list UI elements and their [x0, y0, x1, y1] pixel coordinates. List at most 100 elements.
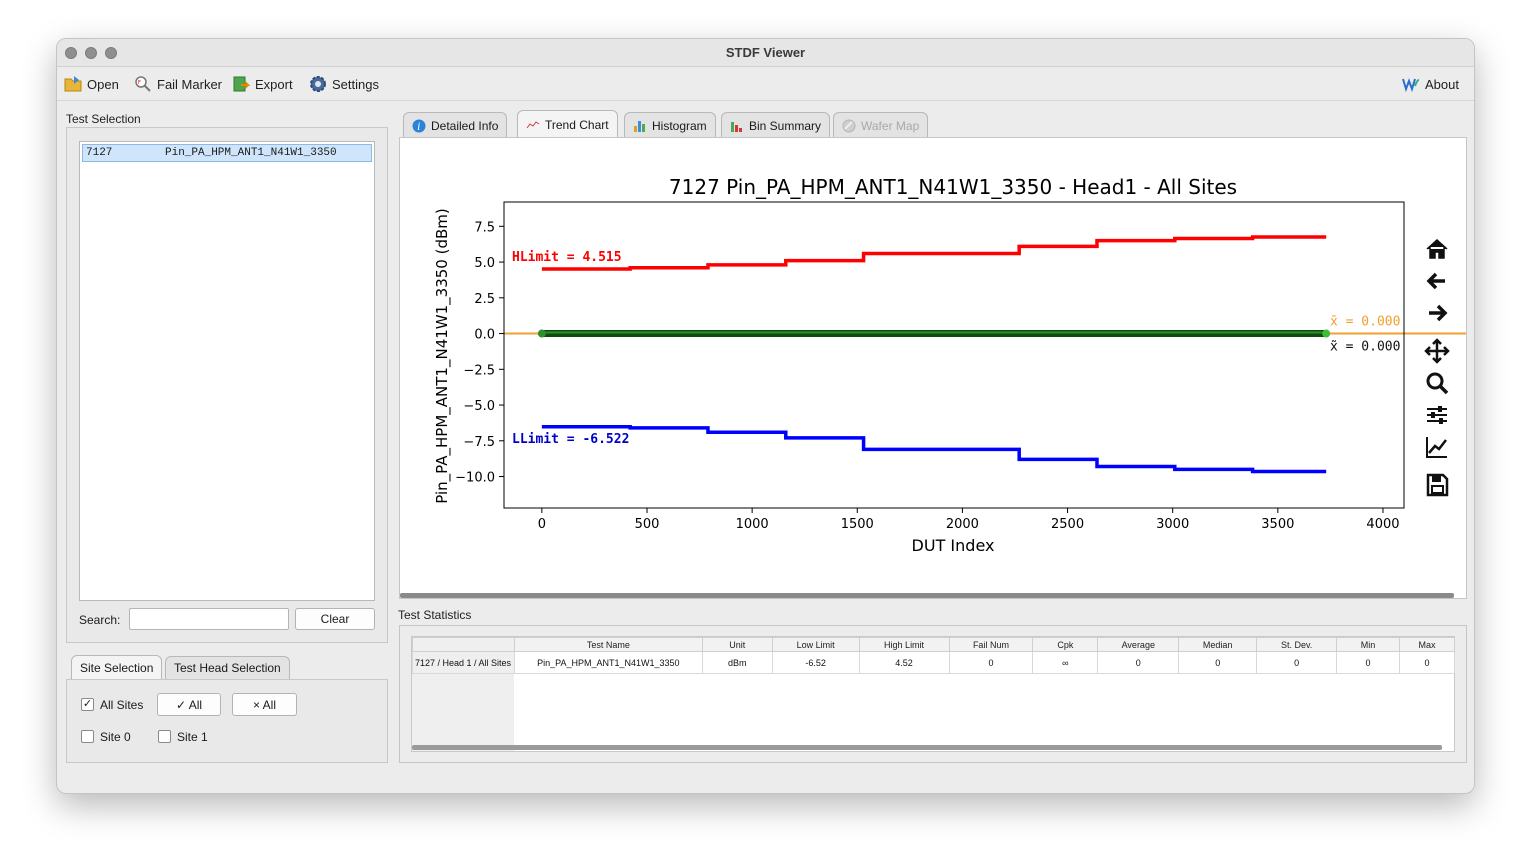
toolbar: Open F Fail Marker Export Settings: [57, 67, 1474, 101]
stats-header-row: Test Name Unit Low Limit High Limit Fail…: [412, 637, 1456, 652]
tab-bin-summary-label: Bin Summary: [749, 118, 822, 133]
fail-marker-button[interactable]: F Fail Marker: [133, 73, 222, 95]
site0-checkbox[interactable]: [81, 730, 94, 743]
about-button[interactable]: About: [1401, 73, 1459, 95]
gear-icon: [310, 76, 326, 92]
table-cell[interactable]: ∞: [1032, 651, 1099, 674]
save-icon[interactable]: [1424, 472, 1450, 498]
trend-icon: [526, 120, 540, 128]
table-cell[interactable]: 0: [1256, 651, 1338, 674]
all-sites-label: All Sites: [100, 698, 144, 712]
x-axis-label: DUT Index: [912, 536, 995, 555]
table-cell[interactable]: dBm: [701, 651, 773, 674]
tab-wafer-map[interactable]: Wafer Map: [833, 112, 929, 138]
deselect-all-sites-button[interactable]: × All: [232, 693, 297, 716]
table-cell[interactable]: 4.52: [858, 651, 950, 674]
tab-site-selection[interactable]: Site Selection: [71, 655, 163, 679]
tab-trend-chart[interactable]: Trend Chart: [517, 110, 618, 138]
site1-checkbox[interactable]: [158, 730, 171, 743]
select-all-sites-button[interactable]: ✓ All: [157, 693, 221, 716]
data-series-start-point: [537, 329, 546, 338]
histogram-icon: [634, 120, 645, 132]
pan-icon[interactable]: [1424, 338, 1450, 364]
column-header[interactable]: High Limit: [858, 637, 950, 652]
data-series-end-point: [1322, 329, 1331, 338]
export-icon: [233, 76, 251, 92]
search-input[interactable]: [129, 608, 289, 630]
x-tick-label: 500: [635, 517, 660, 532]
stats-horizontal-scrollbar[interactable]: [412, 745, 1442, 750]
export-button[interactable]: Export: [231, 73, 293, 95]
wafer-icon: [842, 119, 856, 132]
home-icon[interactable]: [1424, 236, 1450, 262]
y-tick-label: −10.0: [455, 471, 495, 486]
chart-horizontal-scrollbar[interactable]: [400, 593, 1454, 598]
tab-test-head-selection-label: Test Head Selection: [174, 661, 281, 675]
list-item[interactable]: 7127 Pin_PA_HPM_ANT1_N41W1_3350: [82, 144, 372, 162]
table-row[interactable]: 7127 / Head 1 / All Sites Pin_PA_HPM_ANT…: [412, 651, 1456, 674]
tab-test-head-selection[interactable]: Test Head Selection: [165, 656, 290, 679]
column-header[interactable]: Low Limit: [771, 637, 860, 652]
test-statistics-label: Test Statistics: [398, 608, 472, 622]
search-label: Search:: [79, 613, 121, 627]
test-number: 7127: [86, 147, 113, 159]
y-axis-label: Pin_PA_HPM_ANT1_N41W1_3350 (dBm): [433, 208, 452, 503]
forward-arrow-icon[interactable]: [1424, 300, 1450, 326]
column-header[interactable]: Min: [1336, 637, 1400, 652]
column-header[interactable]: Unit: [701, 637, 773, 652]
zoom-icon[interactable]: [1424, 370, 1450, 396]
x-tick-label: 0: [538, 517, 546, 532]
mean-annotation: x̄ = 0.000: [1330, 315, 1400, 330]
table-cell[interactable]: Pin_PA_HPM_ANT1_N41W1_3350: [513, 651, 703, 674]
close-window-button[interactable]: [65, 47, 77, 59]
settings-button[interactable]: Settings: [308, 73, 379, 95]
edit-axes-icon[interactable]: [1424, 434, 1450, 460]
y-tick-label: 7.5: [474, 220, 495, 235]
test-list[interactable]: 7127 Pin_PA_HPM_ANT1_N41W1_3350: [79, 141, 375, 601]
column-header[interactable]: Average: [1097, 637, 1180, 652]
main-window: STDF Viewer Open F Fail Marker Export: [56, 38, 1475, 794]
x-tick-label: 3500: [1261, 517, 1294, 532]
column-header[interactable]: Fail Num: [948, 637, 1034, 652]
hlimit-annotation: HLimit = 4.515: [512, 250, 622, 265]
median-annotation: x̃ = 0.000: [1330, 340, 1400, 355]
y-tick-label: −7.5: [463, 435, 495, 450]
x-tick-label: 1000: [736, 517, 769, 532]
all-sites-checkbox[interactable]: ✓: [81, 698, 94, 711]
open-label: Open: [87, 76, 119, 92]
x-tick-label: 1500: [841, 517, 874, 532]
table-cell[interactable]: 0: [1398, 651, 1456, 674]
clear-button[interactable]: Clear: [295, 608, 375, 630]
column-header[interactable]: Cpk: [1032, 637, 1099, 652]
zoom-window-button[interactable]: [105, 47, 117, 59]
trend-chart-canvas[interactable]: 7127 Pin_PA_HPM_ANT1_N41W1_3350 - Head1 …: [399, 137, 1467, 599]
tab-histogram[interactable]: Histogram: [624, 112, 716, 138]
test-name: Pin_PA_HPM_ANT1_N41W1_3350: [165, 147, 337, 159]
tab-detailed-info[interactable]: i Detailed Info: [403, 112, 508, 138]
minimize-window-button[interactable]: [85, 47, 97, 59]
tab-histogram-label: Histogram: [652, 118, 707, 133]
column-header[interactable]: Max: [1398, 637, 1456, 652]
site0-label: Site 0: [100, 730, 131, 744]
x-tick-label: 3000: [1156, 517, 1189, 532]
table-cell[interactable]: 0: [1336, 651, 1400, 674]
tab-bin-summary[interactable]: Bin Summary: [721, 112, 831, 138]
row-header[interactable]: 7127 / Head 1 / All Sites: [412, 651, 515, 674]
site1-label: Site 1: [177, 730, 208, 744]
column-header[interactable]: St. Dev.: [1256, 637, 1338, 652]
site-selection-panel: ✓ All Sites ✓ All × All Site 0 Site 1: [66, 679, 388, 763]
test-selection-label: Test Selection: [66, 112, 141, 126]
column-header[interactable]: Median: [1178, 637, 1258, 652]
table-cell[interactable]: 0: [1178, 651, 1258, 674]
y-tick-label: −2.5: [463, 363, 495, 378]
configure-subplots-icon[interactable]: [1424, 402, 1450, 428]
y-tick-label: 5.0: [474, 256, 495, 271]
about-logo-icon: [1402, 78, 1420, 93]
column-header[interactable]: Test Name: [513, 637, 703, 652]
back-arrow-icon[interactable]: [1424, 268, 1450, 294]
table-cell[interactable]: 0: [1097, 651, 1180, 674]
table-cell[interactable]: -6.52: [771, 651, 860, 674]
open-button[interactable]: Open: [63, 73, 119, 95]
table-cell[interactable]: 0: [948, 651, 1034, 674]
bin-summary-icon: [731, 121, 742, 132]
